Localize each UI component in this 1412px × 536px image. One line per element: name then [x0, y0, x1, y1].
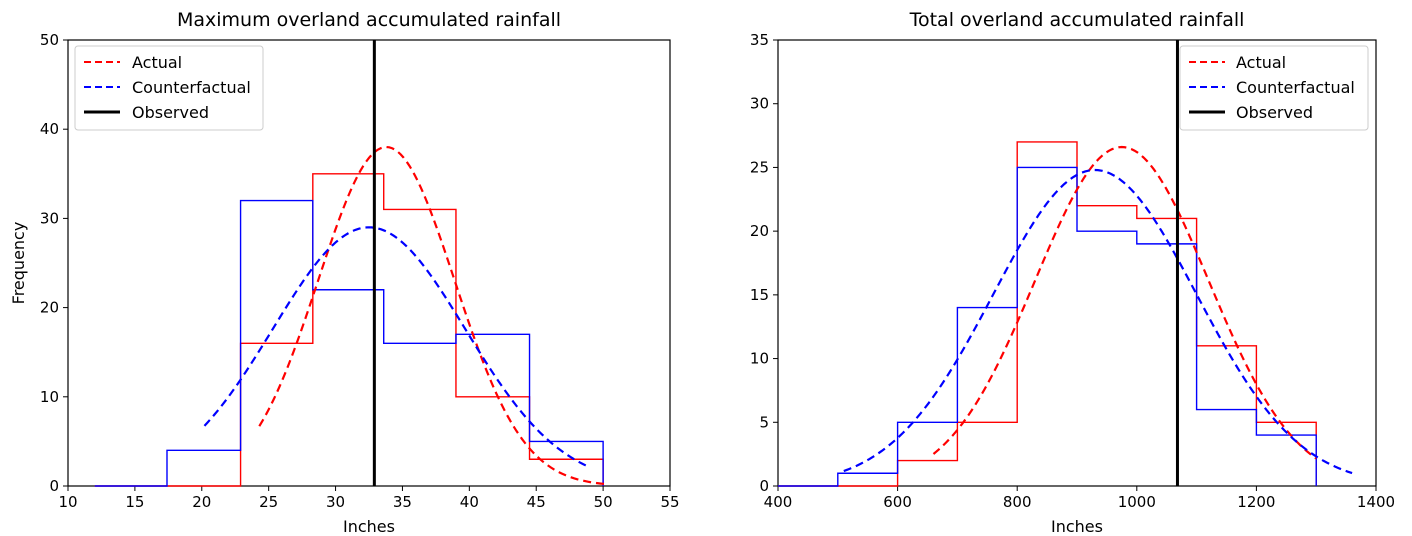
x-tick-label: 1400 [1357, 493, 1395, 511]
legend: Actual Counterfactual Observed [74, 45, 264, 131]
y-tick-label: 0 [759, 477, 769, 495]
chart-title: Total overland accumulated rainfall [909, 9, 1245, 31]
y-tick-label: 10 [750, 350, 769, 368]
legend-label-actual: Actual [132, 53, 182, 72]
y-axis-label: Frequency [9, 222, 28, 305]
curve-actual [258, 145, 606, 486]
chart-title: Maximum overland accumulated rainfall [177, 9, 561, 31]
y-tick-label: 10 [40, 388, 59, 406]
x-axis-label: Inches [343, 517, 395, 536]
x-tick-label: 25 [259, 493, 278, 511]
x-tick-label: 10 [58, 493, 77, 511]
x-tick-label: 600 [883, 493, 912, 511]
legend-label-counterfactual: Counterfactual [1236, 78, 1355, 97]
y-tick-label: 5 [759, 413, 769, 431]
x-tick-label: 20 [192, 493, 211, 511]
x-tick-label: 800 [1003, 493, 1032, 511]
x-tick-label: 400 [764, 493, 793, 511]
y-tick-label: 50 [40, 31, 59, 49]
x-tick-label: 15 [125, 493, 144, 511]
y-tick-label: 20 [750, 222, 769, 240]
curve-counterfactual [843, 168, 1353, 475]
y-tick-label: 30 [750, 95, 769, 113]
x-tick-label: 35 [393, 493, 412, 511]
x-tick-label: 1200 [1237, 493, 1275, 511]
legend-box [1179, 45, 1369, 131]
x-tick-label: 50 [594, 493, 613, 511]
y-tick-label: 30 [40, 209, 59, 227]
legend-label-counterfactual: Counterfactual [132, 78, 251, 97]
y-tick-label: 25 [750, 158, 769, 176]
x-tick-label: 30 [326, 493, 345, 511]
chart-panel-total-rainfall: Total overland accumulated rainfall Inch… [750, 9, 1395, 536]
chart-panel-maximum-rainfall: Maximum overland accumulated rainfall In… [9, 9, 680, 536]
y-tick-label: 15 [750, 286, 769, 304]
legend: Actual Counterfactual Observed [1179, 45, 1369, 131]
legend-box [74, 45, 264, 131]
ticks-group: 400 600 800 1000 1200 1400 0 5 10 15 20 25 30 35 [750, 31, 1395, 511]
x-axis-label: Inches [1051, 517, 1103, 536]
x-tick-label: 40 [460, 493, 479, 511]
legend-label-observed: Observed [1236, 103, 1313, 122]
histogram-counterfactual [94, 199, 604, 487]
x-tick-label: 1000 [1118, 493, 1156, 511]
x-tick-label: 55 [660, 493, 679, 511]
legend-label-observed: Observed [132, 103, 209, 122]
curves-group [843, 145, 1353, 475]
histogram-counterfactual [778, 166, 1317, 487]
y-tick-label: 40 [40, 120, 59, 138]
legend-label-actual: Actual [1236, 53, 1286, 72]
y-tick-label: 20 [40, 299, 59, 317]
y-tick-label: 0 [49, 477, 59, 495]
curves-group [203, 145, 606, 486]
y-tick-label: 35 [750, 31, 769, 49]
x-tick-label: 45 [527, 493, 546, 511]
curve-actual [932, 145, 1317, 460]
curve-counterfactual [203, 226, 591, 469]
